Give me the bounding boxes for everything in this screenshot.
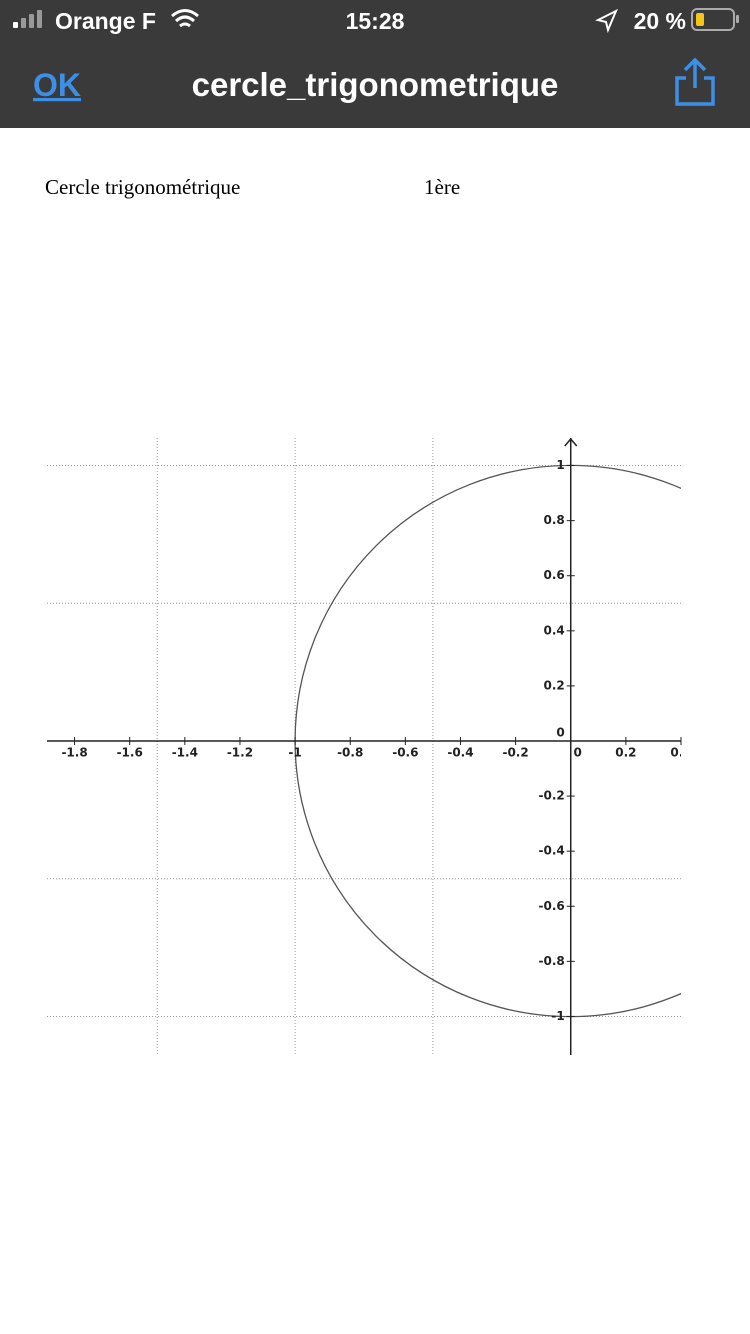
x-tick-label: -0.8 — [337, 745, 363, 759]
nav-title: cercle_trigonometrique — [192, 66, 559, 103]
y-tick-label: 0.8 — [543, 513, 564, 527]
share-button[interactable] — [675, 57, 715, 106]
x-tick-label: -1.2 — [227, 745, 253, 759]
doc-level: 1ère — [424, 175, 460, 199]
clock: 15:28 — [346, 8, 405, 34]
x-tick-label: 0.4 — [670, 745, 691, 759]
y-tick-label: -0.2 — [538, 789, 564, 803]
y-tick-label: 0.4 — [543, 623, 564, 637]
x-tick-label: -0.4 — [447, 745, 473, 759]
ok-button[interactable]: OK — [33, 67, 81, 103]
y-tick-label: -1 — [551, 1009, 564, 1023]
x-tick-label: -0.2 — [502, 745, 528, 759]
carrier: Orange F — [55, 8, 156, 34]
x-tick-label: -1.4 — [172, 745, 198, 759]
x-tick-label: -1.6 — [117, 745, 143, 759]
doc-heading: Cercle trigonométrique — [45, 175, 240, 199]
x-tick-label: -1.8 — [61, 745, 87, 759]
y-tick-label: 0.2 — [543, 678, 564, 692]
graph: -1.8 -1.6 -1.4 -1.2 -1 -0.8 -0.6 -0.4 -0.2 0 0.2 0.… — [47, 437, 691, 1055]
top-bar — [0, 0, 750, 128]
x-tick-label: -0.6 — [392, 745, 418, 759]
battery-percent: 20 % — [634, 8, 686, 34]
wifi-icon — [171, 9, 199, 28]
signal-icon — [13, 10, 42, 28]
y-tick-label: -0.4 — [538, 844, 564, 858]
y-tick-label: -0.8 — [538, 954, 564, 968]
x-tick-label: 0.2 — [615, 745, 636, 759]
battery-icon — [691, 8, 739, 31]
x-tick-label: -1 — [288, 745, 301, 759]
y-tick-label: 0.6 — [543, 568, 564, 582]
y-axis-arrow — [564, 437, 578, 447]
y-tick-label: -0.6 — [538, 899, 564, 913]
y-tick-label: 1 — [556, 458, 564, 472]
y-tick-label: 0 — [556, 725, 564, 739]
location-icon — [595, 8, 618, 34]
x-tick-label: 0 — [574, 745, 582, 759]
